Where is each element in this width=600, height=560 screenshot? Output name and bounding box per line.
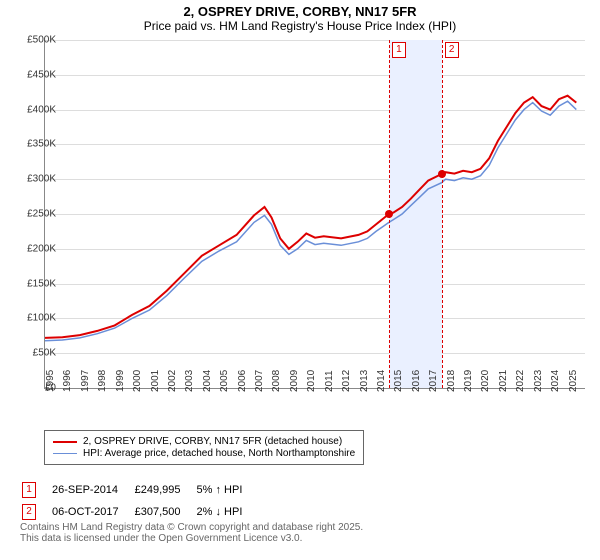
legend-item: HPI: Average price, detached house, Nort… [53, 448, 355, 459]
x-axis-label: 2024 [550, 370, 561, 392]
event-price: £307,500 [135, 502, 195, 522]
legend-swatch [53, 441, 77, 443]
x-axis-label: 2017 [428, 370, 439, 392]
x-axis-label: 2022 [515, 370, 526, 392]
event-price: £249,995 [135, 480, 195, 500]
events-table: 1 26-SEP-2014 £249,995 5% ↑ HPI 2 06-OCT… [20, 478, 258, 524]
event-marker-icon: 2 [22, 504, 36, 520]
price-chart: 12 1995199619971998199920002001200220032… [44, 40, 585, 389]
y-axis-label: £500K [27, 35, 56, 46]
page-subtitle: Price paid vs. HM Land Registry's House … [0, 19, 600, 33]
y-axis-label: £150K [27, 278, 56, 289]
legend-label: HPI: Average price, detached house, Nort… [83, 448, 355, 459]
y-axis-label: £50K [33, 348, 56, 359]
x-axis-label: 1998 [97, 370, 108, 392]
y-axis-label: £400K [27, 104, 56, 115]
y-axis-label: £200K [27, 243, 56, 254]
event-tag: 1 [392, 42, 406, 58]
x-axis-label: 2025 [568, 370, 579, 392]
y-axis-label: £0 [45, 383, 56, 394]
x-axis-label: 2002 [167, 370, 178, 392]
y-axis-label: £350K [27, 139, 56, 150]
x-axis-label: 2013 [359, 370, 370, 392]
x-axis-label: 2014 [376, 370, 387, 392]
x-axis-label: 2021 [498, 370, 509, 392]
footer-line: This data is licensed under the Open Gov… [20, 533, 363, 544]
x-axis-label: 1999 [115, 370, 126, 392]
legend-swatch [53, 453, 77, 455]
series-line [45, 101, 576, 341]
event-delta: 5% ↑ HPI [197, 480, 257, 500]
x-axis-label: 2001 [150, 370, 161, 392]
price-marker [385, 210, 393, 218]
footer-line: Contains HM Land Registry data © Crown c… [20, 522, 363, 533]
page-title: 2, OSPREY DRIVE, CORBY, NN17 5FR [0, 0, 600, 19]
x-axis-label: 2023 [533, 370, 544, 392]
y-axis-label: £300K [27, 174, 56, 185]
x-axis-label: 2009 [289, 370, 300, 392]
x-axis-label: 2000 [132, 370, 143, 392]
table-row: 1 26-SEP-2014 £249,995 5% ↑ HPI [22, 480, 256, 500]
x-axis-label: 1997 [80, 370, 91, 392]
event-date: 06-OCT-2017 [52, 502, 133, 522]
event-tag: 2 [445, 42, 459, 58]
x-axis-label: 2003 [184, 370, 195, 392]
y-axis-label: £450K [27, 69, 56, 80]
footer: Contains HM Land Registry data © Crown c… [20, 522, 363, 544]
table-row: 2 06-OCT-2017 £307,500 2% ↓ HPI [22, 502, 256, 522]
y-axis-label: £250K [27, 209, 56, 220]
x-axis-label: 2012 [341, 370, 352, 392]
x-axis-label: 2007 [254, 370, 265, 392]
x-axis-label: 2016 [411, 370, 422, 392]
legend-item: 2, OSPREY DRIVE, CORBY, NN17 5FR (detach… [53, 436, 355, 447]
x-axis-label: 2018 [446, 370, 457, 392]
x-axis-label: 2005 [219, 370, 230, 392]
event-marker-icon: 1 [22, 482, 36, 498]
x-axis-label: 2008 [271, 370, 282, 392]
x-axis-label: 2020 [480, 370, 491, 392]
x-axis-label: 2015 [393, 370, 404, 392]
x-axis-label: 2010 [306, 370, 317, 392]
series-line [45, 96, 576, 338]
event-date: 26-SEP-2014 [52, 480, 133, 500]
x-axis-label: 2004 [202, 370, 213, 392]
x-axis-label: 2006 [237, 370, 248, 392]
legend-label: 2, OSPREY DRIVE, CORBY, NN17 5FR (detach… [83, 436, 342, 447]
x-axis-label: 2019 [463, 370, 474, 392]
y-axis-label: £100K [27, 313, 56, 324]
price-marker [438, 170, 446, 178]
x-axis-label: 2011 [324, 370, 335, 392]
x-axis-label: 1996 [62, 370, 73, 392]
event-delta: 2% ↓ HPI [197, 502, 257, 522]
event-line [442, 40, 443, 388]
legend: 2, OSPREY DRIVE, CORBY, NN17 5FR (detach… [44, 430, 364, 465]
